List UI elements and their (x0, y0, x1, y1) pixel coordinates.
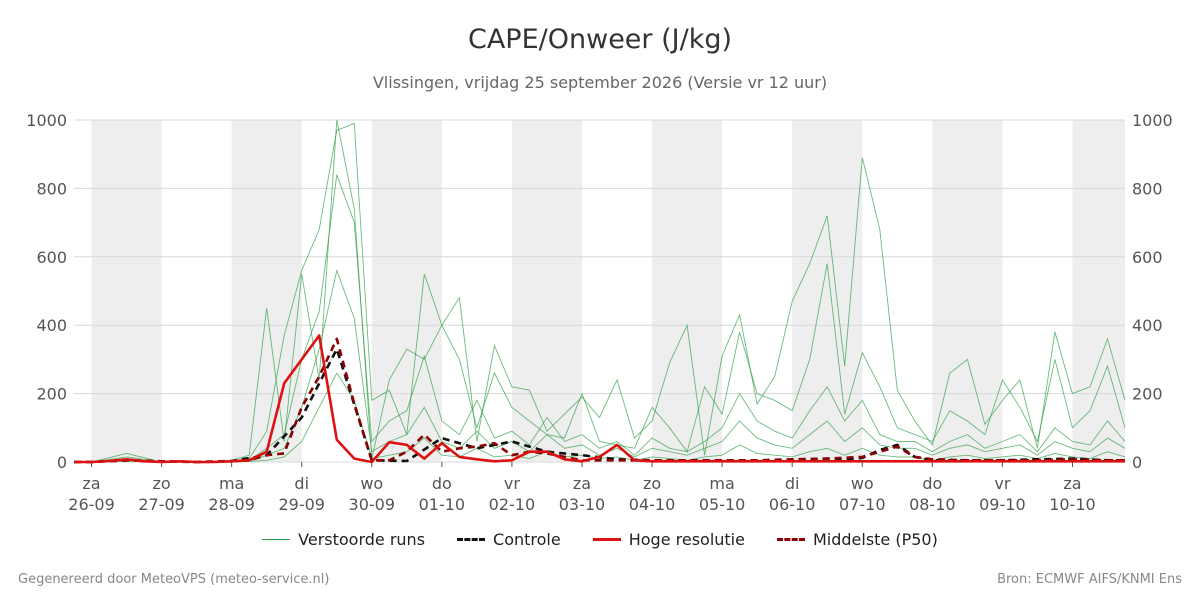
legend-swatch-hoge-resolutie (592, 538, 621, 541)
x-tick-date-13: 09-10 (979, 495, 1026, 514)
shade-day-14 (1072, 120, 1125, 462)
x-tick-day-8: zo (643, 474, 661, 493)
x-tick-day-4: wo (360, 474, 383, 493)
ensemble-member-0 (74, 119, 1126, 463)
x-tick-date-8: 04-10 (629, 495, 676, 514)
y-tick-right-600: 600 (1132, 248, 1163, 267)
x-tick-day-2: ma (219, 474, 244, 493)
y-tick-left-600: 600 (36, 248, 67, 267)
x-tick-day-10: di (785, 474, 800, 493)
x-tick-date-2: 28-09 (208, 495, 255, 514)
legend-swatch-verstoorde-runs (262, 539, 291, 540)
shade-day-6 (511, 120, 582, 462)
x-tick-date-11: 07-10 (839, 495, 886, 514)
x-tick-date-14: 10-10 (1049, 495, 1096, 514)
legend-label-middelste: Middelste (P50) (812, 530, 938, 549)
y-tick-left-800: 800 (36, 179, 67, 198)
legend-item-hoge-resolutie: Hoge resolutie (592, 530, 745, 549)
x-tick-day-12: do (922, 474, 942, 493)
x-tick-date-0: 26-09 (68, 495, 115, 514)
x-tick-day-11: wo (851, 474, 874, 493)
y-tick-left-400: 400 (36, 316, 67, 335)
legend-label-controle: Controle (493, 530, 561, 549)
x-tick-date-9: 05-10 (699, 495, 746, 514)
weekday-shading (91, 120, 1125, 462)
x-tick-day-1: zo (152, 474, 170, 493)
footer-generated-by: Gegenereerd door MeteoVPS (meteo-service… (18, 572, 330, 587)
x-tick-date-1: 27-09 (138, 495, 185, 514)
legend-label-verstoorde-runs: Verstoorde runs (298, 530, 426, 549)
x-tick-date-6: 02-10 (489, 495, 536, 514)
legend-label-hoge-resolutie: Hoge resolutie (628, 530, 745, 549)
y-tick-left-0: 0 (57, 453, 67, 472)
legend-item-middelste: Middelste (P50) (776, 530, 938, 549)
x-tick-date-3: 29-09 (278, 495, 325, 514)
x-tick-date-4: 30-09 (349, 495, 396, 514)
y-tick-right-800: 800 (1132, 179, 1163, 198)
x-tick-day-5: do (432, 474, 452, 493)
shade-day-10 (792, 120, 863, 462)
x-tick-date-7: 03-10 (559, 495, 606, 514)
legend-swatch-controle (457, 538, 486, 541)
series-hoge-resolutie (74, 334, 1125, 464)
y-tick-right-400: 400 (1132, 316, 1163, 335)
y-tick-right-0: 0 (1132, 453, 1142, 472)
y-tick-left-1000: 1000 (26, 111, 67, 130)
y-axis-right: 0 200 400 600 800 1000 (1132, 111, 1173, 472)
shade-day-12 (932, 120, 1003, 462)
x-tick-day-9: ma (709, 474, 734, 493)
legend: Verstoorde runs Controle Hoge resolutie … (0, 530, 1200, 549)
chart-subtitle: Vlissingen, vrijdag 25 september 2026 (V… (372, 73, 828, 92)
x-tick-date-5: 01-10 (419, 495, 466, 514)
x-tick-day-13: vr (994, 474, 1010, 493)
series-middelste-p50- (74, 337, 1125, 464)
y-axis-left: 0 200 400 600 800 1000 (26, 111, 67, 472)
chart-title: CAPE/Onweer (J/kg) (467, 24, 732, 55)
x-tick-day-0: za (82, 474, 100, 493)
legend-swatch-middelste (776, 538, 805, 541)
y-tick-right-200: 200 (1132, 385, 1163, 404)
footer-source: Bron: ECMWF AIFS/KNMI Ens (997, 572, 1182, 587)
x-tick-date-10: 06-10 (769, 495, 816, 514)
x-tick-day-3: di (294, 474, 309, 493)
ensemble-member-2 (74, 174, 1126, 463)
shade-day-8 (652, 120, 723, 462)
x-tick-date-12: 08-10 (909, 495, 956, 514)
legend-item-verstoorde-runs: Verstoorde runs (262, 530, 425, 549)
x-axis: za 26-09 zo 27-09 ma 28-09 di 29-09 wo 30-09 do 01-… (68, 462, 1096, 514)
shade-day-0 (91, 120, 162, 462)
legend-item-controle: Controle (457, 530, 561, 549)
ensemble-member-1 (74, 122, 1126, 463)
ensemble-member-3 (74, 268, 1126, 463)
x-tick-day-7: za (573, 474, 591, 493)
main-series (74, 334, 1125, 464)
x-tick-day-6: vr (504, 474, 520, 493)
x-tick-day-14: za (1063, 474, 1081, 493)
y-tick-right-1000: 1000 (1132, 111, 1173, 130)
shade-day-2 (231, 120, 302, 462)
y-tick-left-200: 200 (36, 385, 67, 404)
